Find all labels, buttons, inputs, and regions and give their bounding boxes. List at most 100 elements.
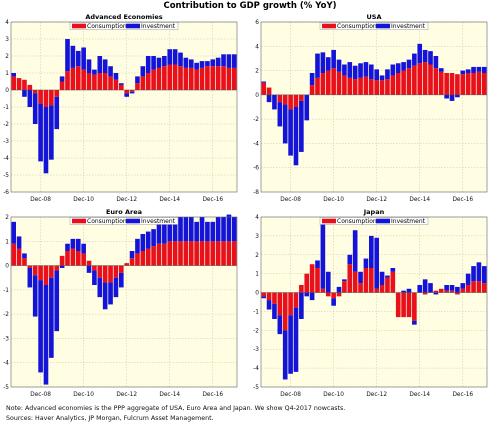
investment-bar: [390, 64, 396, 76]
x-tick-label: Dec-12: [116, 197, 137, 203]
investment-bar: [315, 260, 320, 268]
y-tick-label: -4: [3, 361, 9, 367]
consumption-bar: [102, 73, 108, 90]
consumption-bar: [226, 241, 232, 266]
investment-bar: [199, 217, 205, 242]
consumption-bar: [331, 292, 336, 299]
consumption-bar: [43, 90, 49, 107]
consumption-bar: [395, 73, 401, 95]
y-tick-label: -1: [253, 309, 259, 315]
x-tick-label: Dec-16: [452, 197, 473, 203]
investment-bar: [32, 93, 38, 124]
consumption-bar: [449, 290, 455, 293]
panel-title-japan: Japan: [363, 208, 385, 216]
consumption-bar: [188, 67, 194, 90]
consumption-bar: [38, 90, 43, 104]
investment-bar: [118, 83, 124, 85]
investment-bar: [231, 54, 237, 68]
investment-bar: [183, 57, 189, 68]
y-tick-label: 3: [5, 37, 9, 43]
y-tick-label: 0: [5, 88, 9, 94]
consumption-bar: [113, 265, 119, 278]
consumption-bar: [118, 265, 124, 273]
investment-bar: [395, 63, 401, 73]
x-tick-label: Dec-14: [159, 197, 180, 203]
investment-bar: [221, 217, 226, 242]
sources-text: Sources: Haver Analytics, JP Morgan, Ful…: [6, 415, 214, 422]
consumption-bar: [11, 76, 17, 90]
consumption-bar: [320, 73, 326, 95]
investment-bar: [455, 94, 460, 98]
consumption-bar: [124, 263, 130, 266]
consumption-bar: [309, 85, 315, 95]
investment-bar: [32, 275, 38, 317]
legend-box: [319, 22, 429, 30]
consumption-bar: [178, 241, 183, 266]
legend-swatch-investment: [376, 218, 390, 224]
investment-bar: [59, 76, 65, 82]
investment-bar: [92, 270, 97, 285]
investment-bar: [108, 66, 113, 77]
consumption-bar: [70, 67, 76, 90]
consumption-bar: [49, 90, 54, 106]
y-tick-label: 2: [5, 215, 9, 221]
investment-bar: [460, 70, 466, 75]
investment-bar: [481, 66, 487, 73]
legend: Consumption Investment: [319, 217, 429, 225]
y-tick-label: -4: [253, 141, 259, 147]
y-tick-label: -2: [3, 312, 9, 318]
y-tick-label: 2: [255, 253, 259, 259]
investment-bar: [231, 217, 237, 242]
investment-bar: [178, 217, 183, 242]
consumption-bar: [59, 81, 65, 90]
x-tick-label: Dec-08: [280, 392, 301, 398]
consumption-bar: [282, 94, 288, 105]
consumption-bar: [363, 76, 369, 95]
consumption-bar: [81, 69, 86, 90]
investment-bar: [38, 103, 43, 162]
investment-bar: [194, 62, 199, 70]
x-tick-label: Dec-16: [202, 197, 223, 203]
consumption-bar: [444, 290, 449, 293]
investment-bar: [406, 288, 412, 293]
legend-label-investment: Investment: [391, 23, 426, 30]
investment-bar: [385, 69, 390, 80]
x-tick-label: Dec-10: [323, 197, 344, 203]
legend: Consumption Investment: [69, 217, 179, 225]
consumption-bar: [188, 241, 194, 266]
x-tick-label: Dec-14: [409, 392, 430, 398]
plot-frame: [260, 216, 488, 388]
investment-bar: [70, 45, 76, 68]
consumption-bar: [261, 292, 267, 297]
investment-bar: [86, 265, 92, 273]
legend-swatch-consumption: [72, 23, 86, 29]
consumption-bar: [331, 68, 336, 95]
investment-bar: [75, 238, 81, 251]
consumption-bar: [156, 67, 162, 90]
investment-bar: [299, 292, 304, 319]
plot-area: [11, 217, 237, 387]
consumption-bar: [86, 73, 92, 90]
consumption-bar: [385, 79, 390, 95]
investment-bar: [27, 90, 33, 107]
investment-bar: [465, 69, 471, 73]
consumption-bar: [118, 84, 124, 90]
consumption-bar: [288, 292, 293, 316]
consumption-bar: [167, 241, 173, 266]
investment-bar: [455, 286, 460, 293]
y-tick-label: 4: [255, 215, 259, 221]
investment-bar: [358, 271, 363, 284]
panel-euro-area: Euro Area 2 1 0 -1 -2 -3 -4 -5 Dec-08 Dec-10 Dec-12…: [0, 207, 245, 403]
y-tick-label: 4: [255, 44, 259, 50]
investment-bar: [27, 268, 33, 288]
investment-bar: [336, 59, 342, 72]
legend-label-investment: Investment: [141, 23, 176, 30]
consumption-bar: [293, 292, 299, 308]
panel-title-euro-area: Euro Area: [106, 208, 142, 216]
investment-bar: [124, 93, 130, 97]
investment-bar: [215, 217, 221, 242]
investment-bar: [167, 224, 173, 242]
investment-bar: [205, 61, 210, 67]
consumption-bar: [471, 281, 476, 293]
